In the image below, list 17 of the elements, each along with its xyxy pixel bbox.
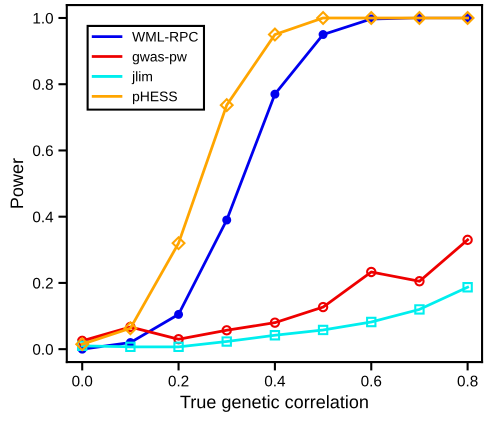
y-tick-label: 0.8 [32, 79, 53, 90]
x-tick-label: 0.2 [168, 376, 188, 386]
legend-label: WML-RPC [132, 32, 198, 42]
y-tick-label: 0.4 [32, 212, 54, 222]
x-tick-label: 0.0 [72, 376, 92, 386]
y-tick-label: 1.0 [34, 12, 53, 24]
y-axis-title: Power [10, 158, 24, 208]
x-axis-title: True genetic correlation [180, 395, 368, 412]
y-tick-label: 0.2 [32, 278, 53, 289]
x-tick-label: 0.6 [361, 376, 382, 386]
y-tick-label: 0.0 [32, 344, 53, 355]
x-tick-label: 0.8 [458, 376, 478, 386]
y-tick-label: 0.6 [32, 145, 53, 156]
x-tick-label: 0.4 [264, 376, 286, 386]
legend-label: gwas-pw [132, 54, 187, 64]
legend-label: jlim [132, 71, 152, 84]
legend-label: pHESS [132, 91, 177, 104]
